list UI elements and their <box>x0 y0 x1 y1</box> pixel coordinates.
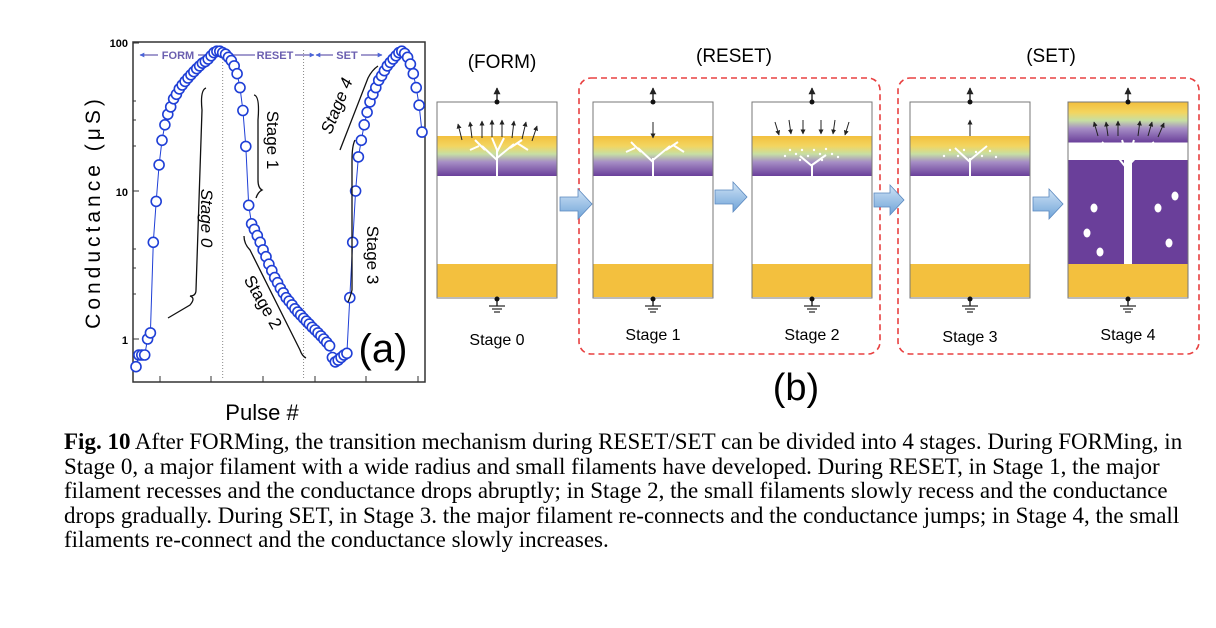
data-point <box>153 159 165 171</box>
arrow-right-icon <box>714 180 748 214</box>
reset-group-box <box>578 77 881 355</box>
y-tick-label-100: 100 <box>110 38 128 50</box>
data-point <box>147 236 160 249</box>
data-point <box>410 81 423 94</box>
data-markers <box>130 45 428 373</box>
transition-arrows <box>559 180 1064 221</box>
panel-a-plot: 100 10 1 Conductance (μS) Pulse # FORM R… <box>82 38 428 425</box>
data-point <box>234 81 246 94</box>
data-point <box>237 104 249 117</box>
data-point <box>413 99 425 111</box>
stage-3-label: Stage 3 <box>942 329 997 346</box>
plot-stage-3-label: Stage 3 <box>363 226 382 285</box>
data-point <box>156 134 168 147</box>
plot-frame <box>132 41 426 383</box>
caption-text: After FORMing, the transition mechanism … <box>64 429 1183 552</box>
panel-b-schematics: (FORM) (RESET) (SET) Stage 0 <box>436 46 1200 409</box>
set-group-box <box>897 77 1200 355</box>
data-point <box>231 67 243 80</box>
panel-b-label: (b) <box>773 367 819 409</box>
panel-a-label: (a) <box>359 327 408 371</box>
arrow-right-icon <box>873 183 905 217</box>
figure-caption: Fig. 10 After FORMing, the transition me… <box>64 429 1199 553</box>
y-tick-label-10: 10 <box>116 187 128 199</box>
y-axis-label: Conductance (μS) <box>82 95 105 329</box>
data-point <box>341 347 353 360</box>
data-point <box>346 236 359 249</box>
data-point <box>242 199 255 212</box>
data-point <box>240 140 252 153</box>
data-point <box>358 119 371 131</box>
data-point <box>323 339 336 352</box>
data-point <box>138 349 151 361</box>
data-point <box>352 151 365 163</box>
data-point <box>150 195 162 208</box>
phase-label-form: FORM <box>162 50 194 62</box>
figure-10: 100 10 1 Conductance (μS) Pulse # FORM R… <box>82 38 1200 425</box>
y-tick-label-1: 1 <box>122 335 128 347</box>
data-point <box>407 67 420 80</box>
header-form: (FORM) <box>468 52 537 73</box>
stage-1-cell: Stage 1 <box>592 87 714 344</box>
data-point <box>355 134 368 147</box>
stage-0-label: Stage 0 <box>469 332 524 349</box>
arrow-right-icon <box>559 187 593 221</box>
plot-stage-0-label: Stage 0 <box>197 189 216 248</box>
arrow-right-icon <box>1032 187 1064 221</box>
plot-stage-4-label: Stage 4 <box>317 75 357 136</box>
stage-0-cell: Stage 0 <box>436 87 558 349</box>
data-point <box>404 58 417 70</box>
stage-3-cell: Stage 3 <box>909 87 1031 346</box>
phase-label-set: SET <box>336 50 358 62</box>
caption-label: Fig. 10 <box>64 429 131 454</box>
stage-1-label: Stage 1 <box>625 327 680 344</box>
header-set: (SET) <box>1026 46 1076 67</box>
data-point <box>349 185 362 197</box>
data-point <box>361 106 373 119</box>
data-point <box>159 119 171 131</box>
x-axis-label: Pulse # <box>225 400 299 425</box>
plot-stage-1-label: Stage 1 <box>263 111 282 170</box>
stage-4-cell: Stage 4 <box>1067 87 1189 344</box>
data-point <box>144 327 157 339</box>
stage-2-label: Stage 2 <box>784 327 839 344</box>
phase-label-reset: RESET <box>257 50 294 62</box>
data-point <box>416 126 428 138</box>
stage-2-cell: Stage 2 <box>751 87 873 344</box>
header-reset: (RESET) <box>696 46 772 67</box>
data-point <box>130 360 142 373</box>
stage-4-label: Stage 4 <box>1100 327 1155 344</box>
